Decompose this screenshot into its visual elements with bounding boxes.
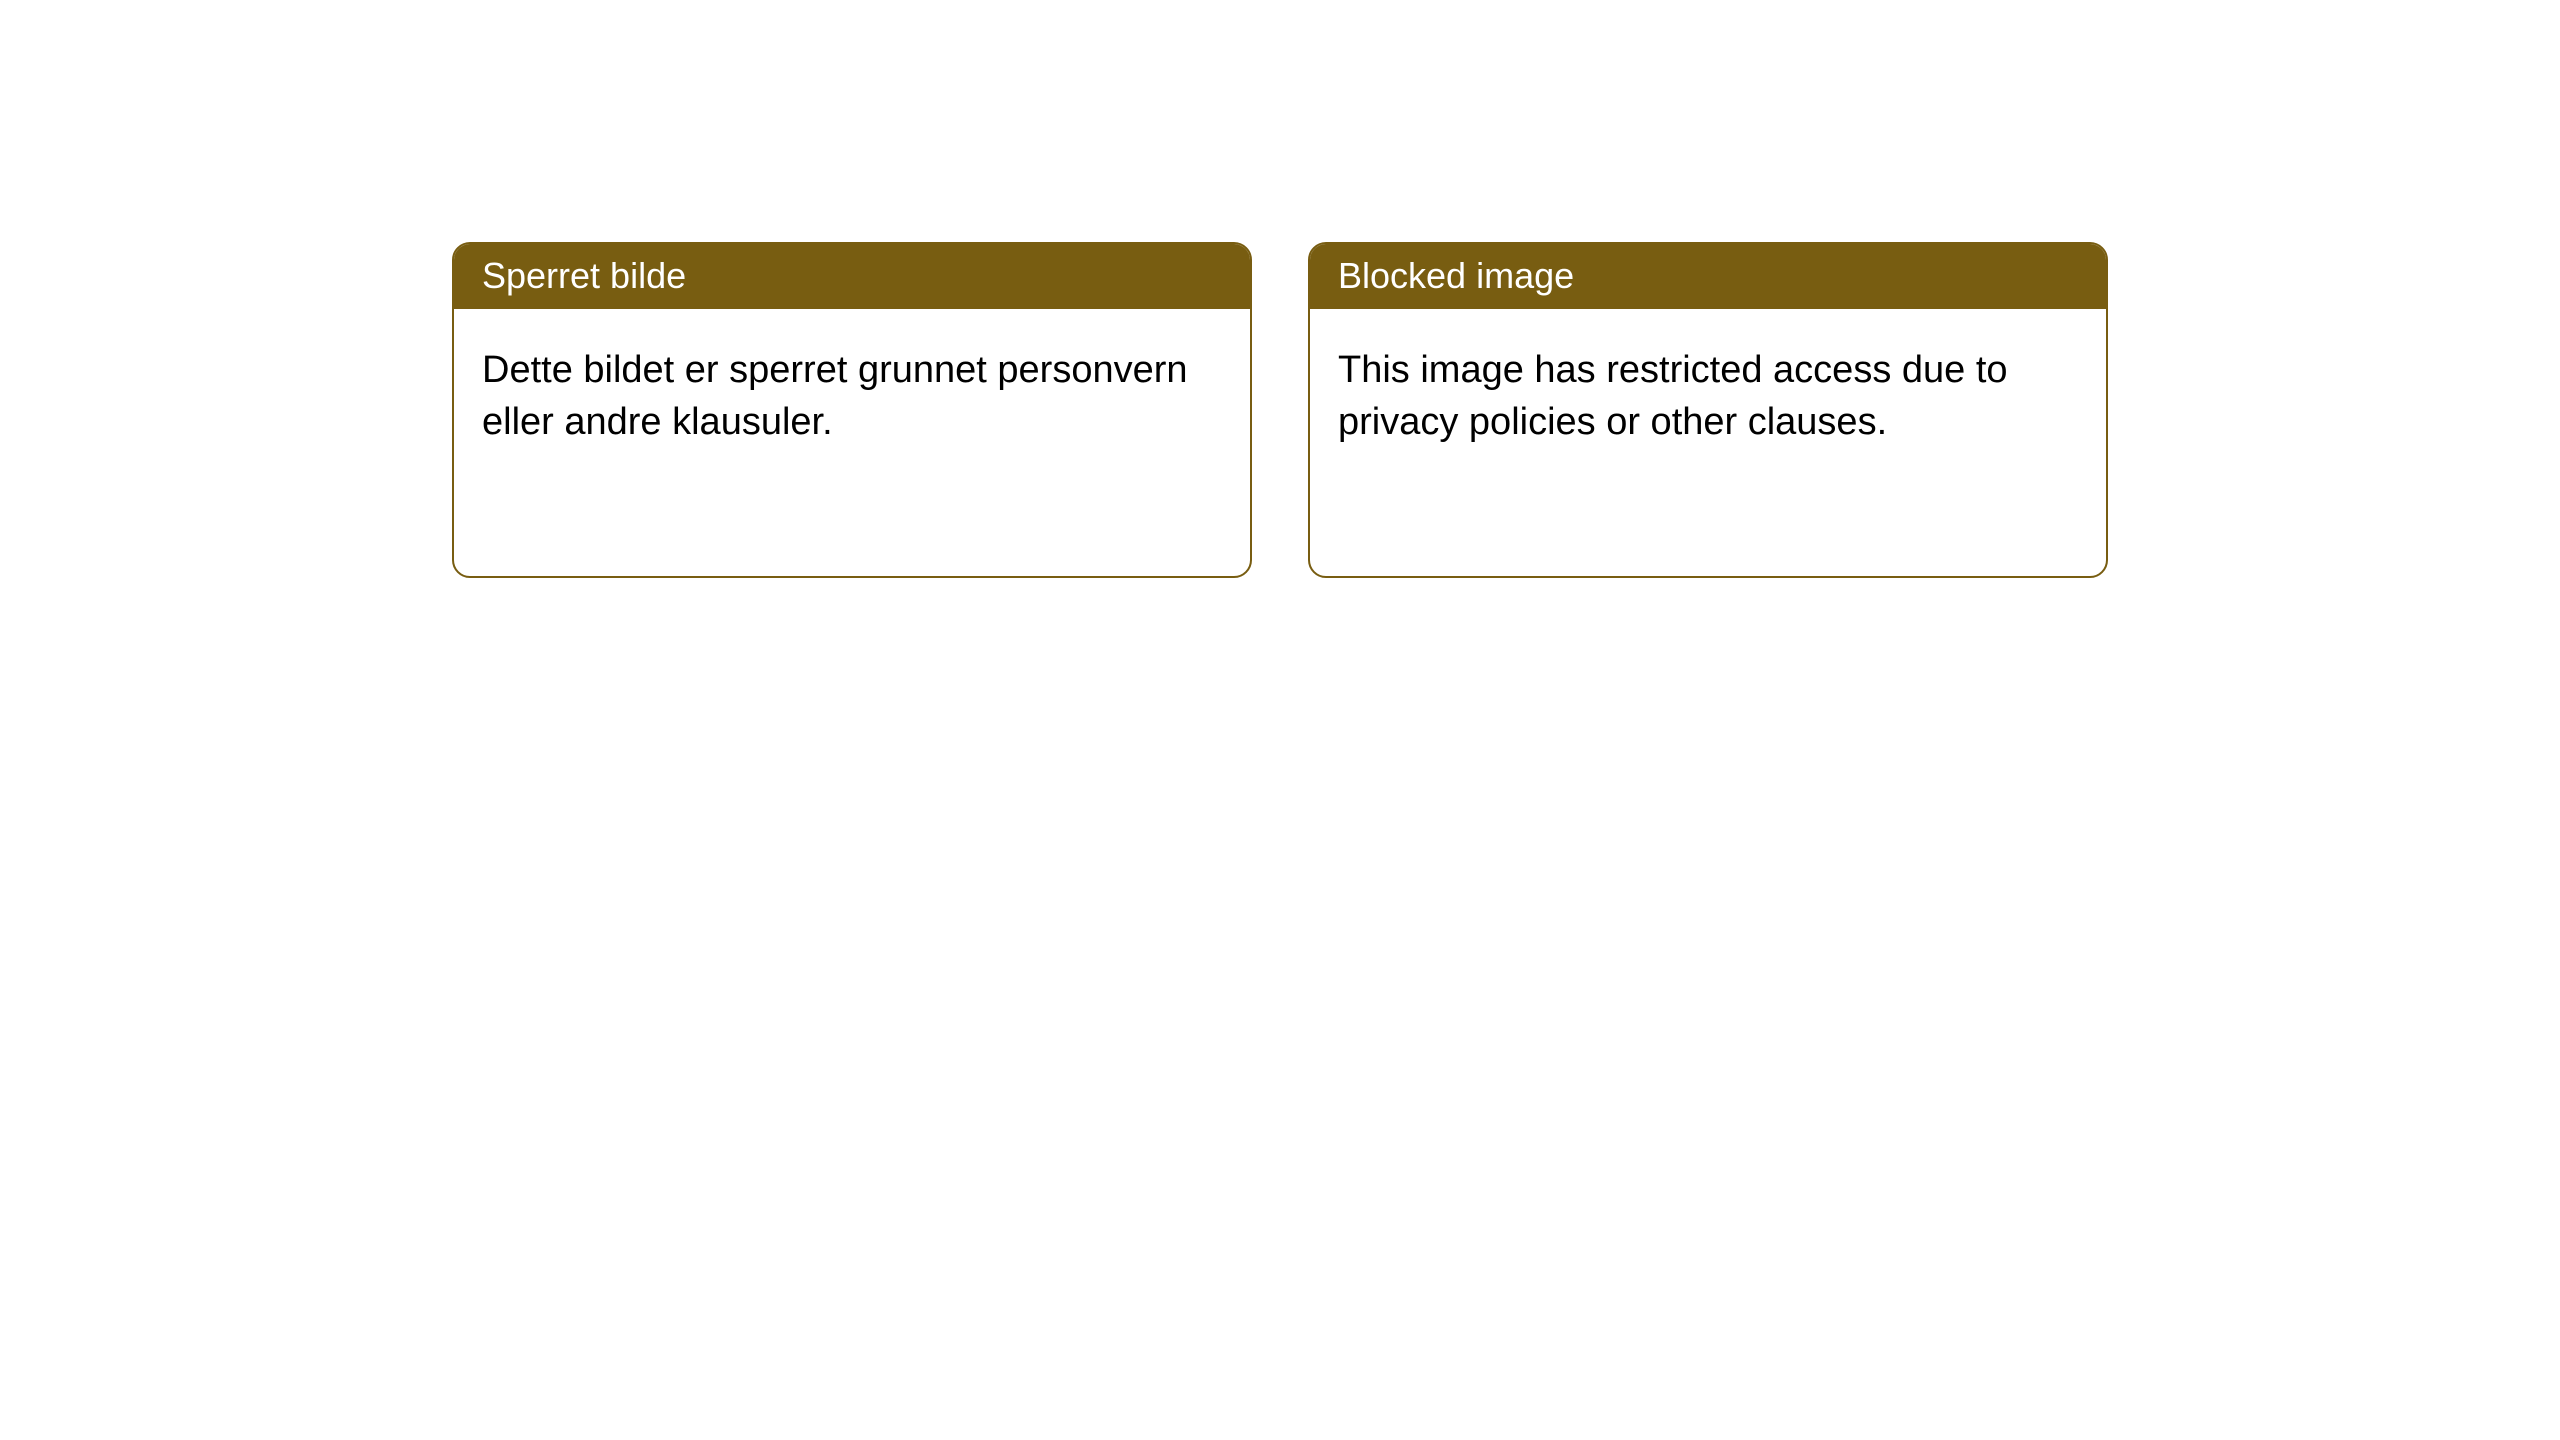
card-header: Sperret bilde bbox=[454, 244, 1250, 309]
card-body: This image has restricted access due to … bbox=[1310, 309, 2106, 476]
notice-cards-container: Sperret bilde Dette bildet er sperret gr… bbox=[0, 0, 2560, 578]
card-title: Blocked image bbox=[1338, 255, 1574, 296]
card-message: Dette bildet er sperret grunnet personve… bbox=[482, 349, 1188, 443]
card-header: Blocked image bbox=[1310, 244, 2106, 309]
card-body: Dette bildet er sperret grunnet personve… bbox=[454, 309, 1250, 476]
blocked-image-card-english: Blocked image This image has restricted … bbox=[1308, 242, 2108, 578]
card-title: Sperret bilde bbox=[482, 255, 686, 296]
blocked-image-card-norwegian: Sperret bilde Dette bildet er sperret gr… bbox=[452, 242, 1252, 578]
card-message: This image has restricted access due to … bbox=[1338, 349, 2008, 443]
